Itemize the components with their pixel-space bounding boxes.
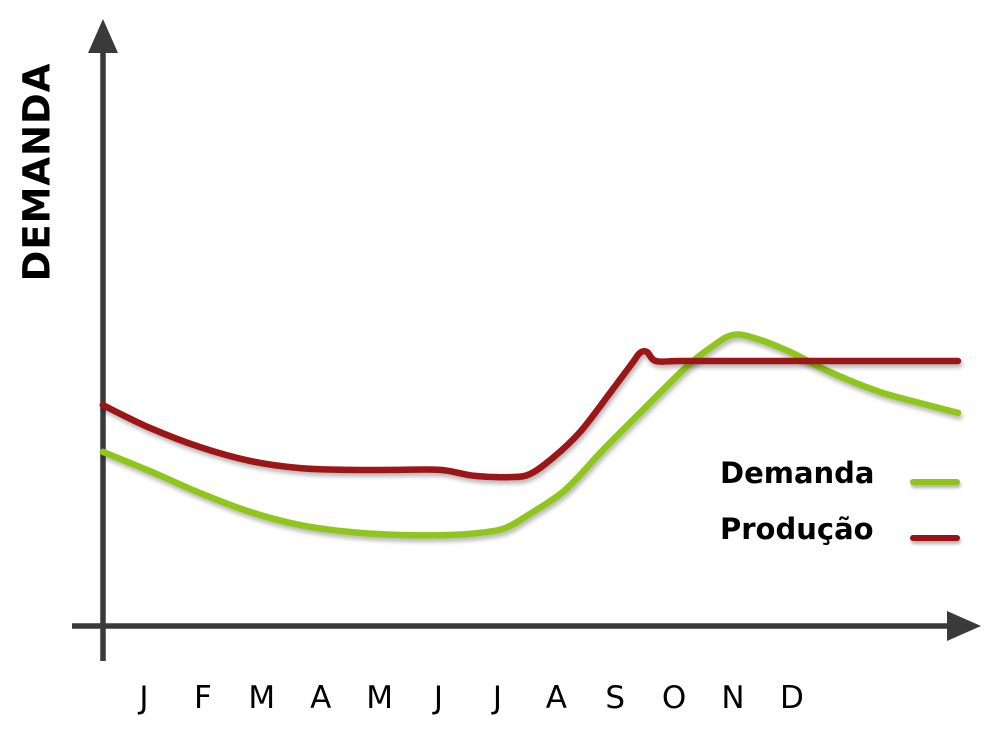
x-tick-label-3: A xyxy=(310,680,332,716)
legend-label-producao: Produção xyxy=(720,512,874,546)
legend-item-demanda: Demanda xyxy=(720,456,960,490)
demanda-line xyxy=(99,331,962,539)
x-tick-label-2: M xyxy=(248,680,276,716)
x-tick-label-9: O xyxy=(661,680,687,716)
producao-line xyxy=(99,347,962,481)
legend: Demanda Produção xyxy=(720,456,960,546)
x-tick-label-0: J xyxy=(139,680,149,716)
x-tick-label-1: F xyxy=(193,680,212,716)
x-tick-label-6: J xyxy=(492,680,502,716)
x-tick-label-5: J xyxy=(433,680,444,716)
legend-item-producao: Produção xyxy=(720,512,960,546)
x-tick-label-11: D xyxy=(779,680,804,716)
x-axis-arrow-icon xyxy=(947,611,981,641)
x-tick-label-8: S xyxy=(605,680,626,716)
legend-swatch-demanda xyxy=(910,479,960,485)
y-axis-title-text: DEMANDA xyxy=(15,62,59,282)
x-tick-label-10: N xyxy=(721,680,745,716)
x-tick-label-4: M xyxy=(366,680,393,716)
legend-label-demanda: Demanda xyxy=(720,456,875,490)
y-axis-arrow-icon xyxy=(88,19,118,53)
legend-swatch-producao xyxy=(910,535,960,541)
x-tick-label-7: A xyxy=(545,680,567,716)
